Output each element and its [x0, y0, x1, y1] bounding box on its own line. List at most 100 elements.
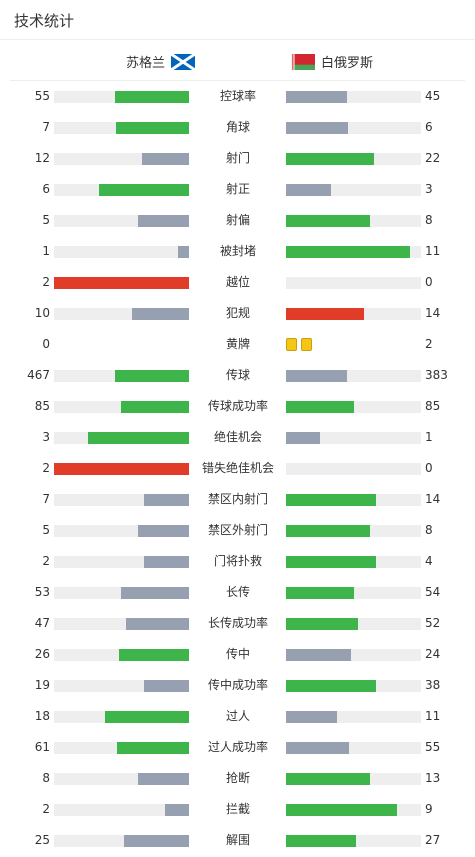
home-bar	[105, 711, 189, 723]
home-bar-track	[54, 494, 189, 506]
away-value: 9	[425, 802, 433, 816]
stat-row: 2 拦截 9	[0, 802, 475, 817]
away-value: 24	[425, 647, 441, 661]
home-value: 55	[34, 89, 50, 103]
stat-label: 越位	[225, 275, 250, 289]
home-value: 10	[34, 306, 50, 320]
stat-row: 25 解围 27	[0, 833, 475, 848]
stat-label: 禁区外射门	[207, 523, 268, 537]
stat-label: 传中成功率	[207, 678, 268, 692]
stat-label: 过人	[225, 709, 250, 723]
stat-row: 7 角球 6	[0, 120, 475, 135]
home-value: 8	[42, 771, 50, 785]
home-bar	[142, 153, 189, 165]
home-bar-track	[54, 184, 189, 196]
home-value: 7	[42, 120, 50, 134]
away-bar-track	[286, 587, 421, 599]
stat-row: 12 射门 22	[0, 151, 475, 166]
home-bar	[117, 742, 189, 754]
home-bar-track	[54, 277, 189, 289]
away-bar	[286, 308, 364, 320]
away-bar	[286, 184, 331, 196]
stat-label: 射门	[225, 151, 250, 165]
stat-row: 5 射偏 8	[0, 213, 475, 228]
away-bar-track	[286, 91, 421, 103]
stat-label: 错失绝佳机会	[201, 461, 274, 475]
home-bar-track	[54, 91, 189, 103]
home-bar-track	[54, 122, 189, 134]
home-bar-track	[54, 711, 189, 723]
home-bar-track	[54, 680, 189, 692]
stats-header: 技术统计	[0, 0, 475, 40]
away-team: 白俄罗斯	[291, 52, 373, 71]
home-value: 47	[34, 616, 50, 630]
home-bar	[126, 618, 189, 630]
stat-label: 角球	[225, 120, 250, 134]
home-bar	[144, 494, 189, 506]
stat-label: 射偏	[225, 213, 250, 227]
scotland-flag-icon	[171, 53, 196, 70]
away-bar-track	[286, 370, 421, 382]
stat-row: 5 禁区外射门 8	[0, 523, 475, 538]
away-value: 8	[425, 213, 433, 227]
away-bar-track	[286, 525, 421, 537]
home-bar-track	[54, 556, 189, 568]
home-bar-track	[54, 246, 189, 258]
away-bar	[286, 556, 376, 568]
away-value: 0	[425, 461, 433, 475]
home-bar	[54, 277, 189, 289]
home-bar	[138, 525, 189, 537]
stat-label: 黄牌	[225, 337, 250, 351]
stat-label: 长传	[225, 585, 250, 599]
home-bar-track	[54, 804, 189, 816]
home-value: 19	[34, 678, 50, 692]
stat-label: 射正	[225, 182, 250, 196]
away-bar-track	[286, 122, 421, 134]
home-value: 85	[34, 399, 50, 413]
away-value: 27	[425, 833, 441, 847]
away-bar-track	[286, 277, 421, 289]
away-value: 54	[425, 585, 441, 599]
home-value: 18	[34, 709, 50, 723]
home-bar	[99, 184, 189, 196]
away-bar	[286, 122, 348, 134]
away-bar-track	[286, 401, 421, 413]
away-bar	[286, 618, 358, 630]
home-value: 6	[42, 182, 50, 196]
away-bar-track	[286, 153, 421, 165]
stat-row: 53 长传 54	[0, 585, 475, 600]
stat-row: 55 控球率 45	[0, 89, 475, 104]
stat-row: 19 传中成功率 38	[0, 678, 475, 693]
home-value: 53	[34, 585, 50, 599]
away-bar-track	[286, 618, 421, 630]
team-names-row: 苏格兰 白俄罗斯	[10, 40, 465, 81]
home-value: 0	[42, 337, 50, 351]
away-value: 38	[425, 678, 441, 692]
stat-label: 传球	[225, 368, 250, 382]
away-bar	[286, 804, 397, 816]
away-bar	[286, 494, 376, 506]
home-bar-track	[54, 153, 189, 165]
away-bar-track	[286, 215, 421, 227]
away-bar	[286, 587, 354, 599]
away-bar-track	[286, 742, 421, 754]
home-value: 5	[42, 523, 50, 537]
home-bar-track	[54, 773, 189, 785]
away-bar-track	[286, 556, 421, 568]
home-bar	[124, 835, 189, 847]
away-bar	[286, 649, 351, 661]
home-bar-track	[54, 432, 189, 444]
home-team: 苏格兰	[126, 52, 196, 71]
stat-label: 传中	[225, 647, 250, 661]
stat-row: 1 被封堵 11	[0, 244, 475, 259]
away-value: 14	[425, 492, 441, 506]
stat-row: 2 错失绝佳机会 0	[0, 461, 475, 476]
stat-label: 解围	[225, 833, 250, 847]
away-value: 85	[425, 399, 441, 413]
away-value: 52	[425, 616, 441, 630]
away-bar	[286, 432, 320, 444]
stat-row: 0 黄牌 2	[0, 337, 475, 352]
home-bar	[144, 680, 189, 692]
home-value: 2	[42, 275, 50, 289]
home-bar-track	[54, 587, 189, 599]
